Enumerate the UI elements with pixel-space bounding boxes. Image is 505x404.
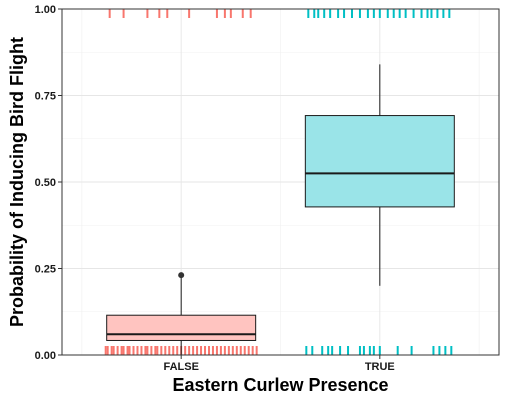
- y-tick-label: 0.50: [35, 177, 56, 189]
- outlier-point: [178, 272, 185, 279]
- y-tick-label: 0.25: [35, 264, 56, 276]
- x-axis-title: Eastern Curlew Presence: [172, 375, 388, 395]
- x-tick-label: FALSE: [163, 361, 198, 373]
- y-tick-label: 1.00: [35, 4, 56, 16]
- boxes: [106, 64, 455, 355]
- box-false: [106, 314, 257, 341]
- axes: 0.00 0.25 0.50 0.75 1.00 FALSE TRUE: [35, 4, 395, 373]
- x-tick-label: TRUE: [365, 361, 395, 373]
- y-tick-label: 0.00: [35, 350, 56, 362]
- y-tick-label: 0.75: [35, 91, 56, 103]
- y-axis-title: Probability of Inducing Bird Flight: [7, 37, 27, 327]
- box-true: [304, 115, 455, 208]
- rug-marks: [104, 9, 453, 355]
